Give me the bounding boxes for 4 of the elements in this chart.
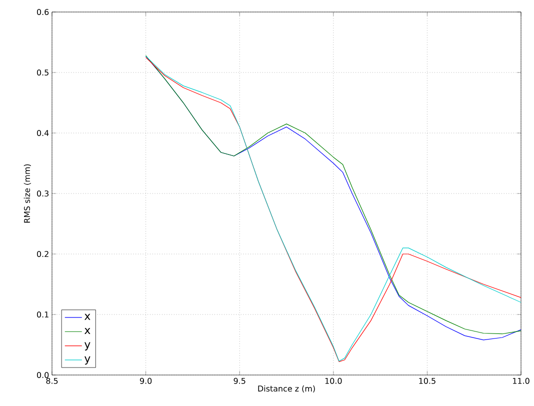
legend-label: y — [84, 342, 90, 350]
legend-label: x — [84, 328, 90, 334]
legend-label: y — [84, 356, 90, 365]
legend-label: x — [84, 314, 90, 320]
